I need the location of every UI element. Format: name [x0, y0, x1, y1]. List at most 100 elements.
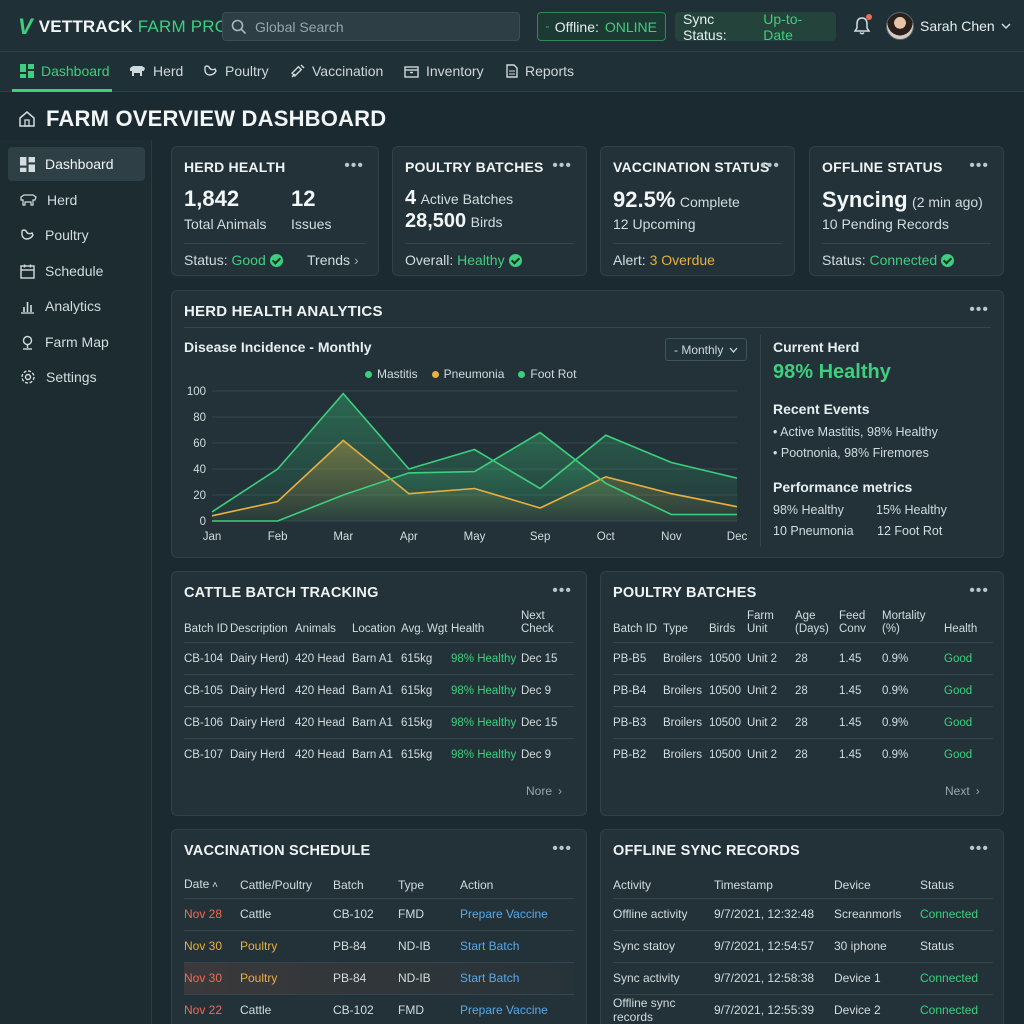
herd-health-card: HERD HEALTH ••• 1,842 Total Animals 12 I…	[171, 146, 379, 276]
table-row[interactable]: Nov 28 Cattle CB-102 FMD Prepare Vaccine	[184, 897, 574, 930]
column-header[interactable]: Feed Conv	[839, 610, 866, 635]
table-cell: Dec 15	[521, 642, 574, 675]
column-header[interactable]: Batch ID	[184, 623, 229, 635]
table-cell: Broilers	[663, 706, 709, 739]
more-options-icon[interactable]: •••	[969, 157, 989, 174]
period-select[interactable]: - Monthly	[665, 338, 747, 361]
table-row[interactable]: Nov 30 Poultry PB-84 ND-IB Start Batch	[184, 929, 574, 962]
sidebar-item-schedule[interactable]: Schedule	[8, 254, 145, 288]
table-row[interactable]: Offline activity 9/7/2021, 12:32:48 Screan…	[613, 897, 993, 930]
more-options-icon[interactable]: •••	[552, 582, 572, 599]
more-options-icon[interactable]: •••	[552, 840, 572, 857]
table-row[interactable]: Nov 22 Cattle CB-102 FMD Prepare Vaccine	[184, 993, 574, 1024]
trends-link[interactable]: Trends ›	[307, 252, 359, 268]
offline-status-pill[interactable]: Offline: ONLINE	[537, 12, 666, 41]
tab-poultry[interactable]: Poultry	[203, 63, 269, 79]
sidebar-item-analytics[interactable]: Analytics	[8, 289, 145, 323]
syncing-status: Syncing (2 min ago)	[822, 187, 983, 213]
table-cell: CB-102	[333, 993, 398, 1024]
column-header[interactable]: Batch	[333, 877, 364, 892]
bell-icon[interactable]	[852, 16, 872, 36]
more-options-icon[interactable]: •••	[969, 582, 989, 599]
global-search[interactable]	[222, 12, 520, 41]
table-row[interactable]: PB-B4 Broilers 10500 Unit 2 28 1.45 0.9% Good	[613, 674, 993, 707]
table-row[interactable]: PB-B3 Broilers 10500 Unit 2 28 1.45 0.9% Good	[613, 706, 993, 739]
action-link[interactable]: Prepare Vaccine	[460, 897, 574, 930]
table-row[interactable]: Sync statoy 9/7/2021, 12:54:57 30 iphone St…	[613, 929, 993, 962]
column-header[interactable]: Animals	[295, 623, 336, 635]
sidebar-item-poultry[interactable]: Poultry	[8, 218, 145, 252]
column-header[interactable]: Cattle/Poultry	[240, 877, 313, 892]
sidebar-item-herd[interactable]: Herd	[8, 183, 145, 217]
table-row[interactable]: CB-107 Dairy Herd 420 Head Barn A1 615kg 98% …	[184, 738, 574, 771]
table-row[interactable]: CB-104 Dairy Herd) 420 Head Barn A1 615kg 98%…	[184, 642, 574, 675]
sync-status-pill[interactable]: Sync Status: Up-to-Date	[675, 11, 836, 43]
column-header[interactable]: Birds	[709, 623, 736, 635]
page-title: FARM OVERVIEW DASHBOARD	[18, 106, 386, 132]
sidebar-item-settings[interactable]: Settings	[8, 360, 145, 394]
tab-herd[interactable]: Herd	[129, 63, 183, 79]
column-header[interactable]: Status	[920, 877, 955, 892]
table-cell: Dairy Herd	[230, 674, 295, 707]
table-row[interactable]: PB-B5 Broilers 10500 Unit 2 28 1.45 0.9% Good	[613, 642, 993, 675]
table-cell: 10500	[709, 738, 747, 771]
table-row[interactable]: CB-106 Dairy Herd 420 Head Barn A1 615kg 98% …	[184, 706, 574, 739]
action-link[interactable]: Prepare Vaccine	[460, 993, 574, 1024]
table-cell: 420 Head	[295, 642, 352, 675]
column-header[interactable]: Mortality (%)	[882, 610, 926, 635]
app-logo[interactable]: V VETTRACK FARM PRO	[18, 14, 228, 40]
table-row[interactable]: Nov 30 Poultry PB-84 ND-IB Start Batch	[184, 961, 574, 994]
tab-inventory[interactable]: Inventory	[404, 63, 484, 79]
column-header[interactable]: Health	[944, 623, 978, 635]
action-link[interactable]: Start Batch	[460, 929, 574, 962]
more-options-icon[interactable]: •••	[760, 157, 780, 174]
tab-label: Reports	[525, 63, 575, 79]
sidebar-item-dashboard[interactable]: Dashboard	[8, 147, 145, 181]
column-header[interactable]: Type	[663, 623, 688, 635]
next-link[interactable]: Next ›	[945, 784, 980, 798]
tab-vaccination[interactable]: Vaccination	[290, 63, 383, 79]
table-cell: Device 1	[834, 961, 920, 994]
sort-date-header[interactable]: Date ˄	[184, 876, 218, 891]
more-link[interactable]: Nore ›	[526, 784, 562, 798]
column-header[interactable]: Location	[352, 623, 396, 635]
x-tick-label: Nov	[661, 531, 682, 543]
column-header[interactable]: Activity	[613, 877, 652, 892]
avatar[interactable]	[886, 12, 914, 40]
table-cell: 28	[795, 674, 839, 707]
table-cell: Nov 28	[184, 897, 240, 930]
user-menu[interactable]: Sarah Chen	[920, 18, 1011, 34]
more-options-icon[interactable]: •••	[969, 301, 989, 318]
overall-label: Overall:	[405, 252, 454, 268]
column-header[interactable]: Device	[834, 877, 871, 892]
action-link[interactable]: Start Batch	[460, 961, 574, 994]
more-options-icon[interactable]: •••	[969, 840, 989, 857]
column-header[interactable]: Description	[230, 623, 288, 635]
column-header[interactable]: Action	[460, 877, 494, 892]
column-header[interactable]: Health	[451, 623, 485, 635]
table-row[interactable]: Offline sync records 9/7/2021, 12:55:39 De…	[613, 993, 993, 1024]
column-header[interactable]: Avg. Wgt	[401, 623, 448, 635]
tab-reports[interactable]: Reports	[506, 63, 574, 79]
legend-item: Mastitis	[365, 367, 418, 381]
column-header[interactable]: Type	[398, 877, 425, 892]
tab-dashboard[interactable]: Dashboard	[20, 63, 110, 79]
column-header[interactable]: Batch ID	[613, 623, 658, 635]
more-options-icon[interactable]: •••	[552, 157, 572, 174]
table-row[interactable]: CB-105 Dairy Herd 420 Head Barn A1 615kg 98% …	[184, 674, 574, 707]
column-header[interactable]: Farm Unit	[747, 610, 774, 635]
column-header[interactable]: Next Check	[521, 610, 554, 635]
search-input[interactable]	[255, 18, 505, 35]
divider	[184, 243, 366, 244]
column-header[interactable]: Timestamp	[714, 877, 773, 892]
column-header[interactable]: Age (Days)	[795, 610, 829, 635]
more-options-icon[interactable]: •••	[344, 157, 364, 174]
table-row[interactable]: PB-B2 Broilers 10500 Unit 2 28 1.45 0.9% Good	[613, 738, 993, 771]
birds-count: 28,500 Birds	[405, 210, 503, 233]
birds-value: 28,500	[405, 210, 467, 232]
table-cell: FMD	[398, 993, 460, 1024]
check-circle-icon	[508, 254, 522, 267]
sidebar-item-farm-map[interactable]: Farm Map	[8, 325, 145, 359]
table-cell: 0.9%	[882, 642, 944, 675]
